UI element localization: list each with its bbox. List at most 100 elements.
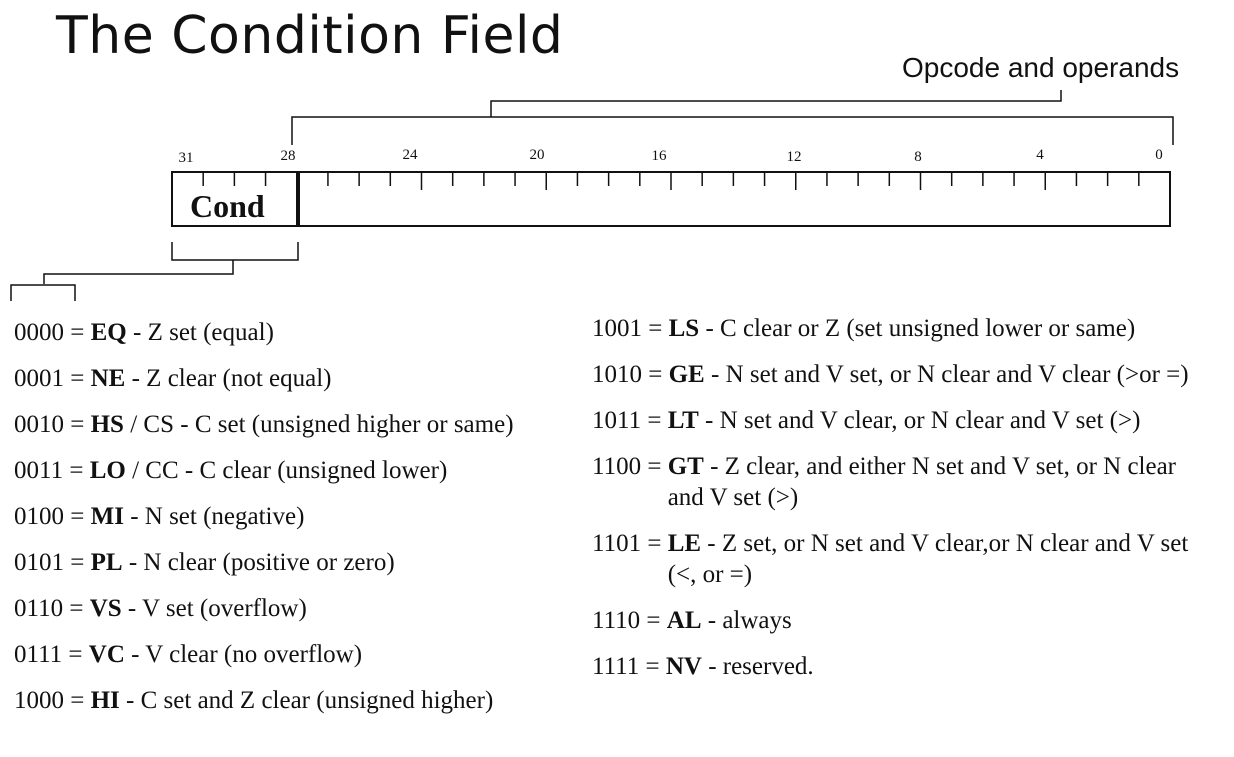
- condition-code: 0101: [14, 549, 64, 576]
- condition-meaning: C set (unsigned higher or same): [194, 411, 514, 438]
- bit-label-28: 28: [281, 148, 296, 164]
- condition-description: LO / CC - C clear (unsigned lower): [89, 457, 448, 484]
- condition-mnemonic: GT: [667, 453, 704, 480]
- equals-sign: =: [64, 503, 91, 530]
- condition-mnemonic: AL: [666, 607, 702, 634]
- condition-entry: 1100 = GT - Z clear, and either N set an…: [592, 451, 1232, 513]
- cond-bracket: [10, 242, 299, 301]
- page-title: The Condition Field: [56, 6, 564, 66]
- equals-sign: =: [63, 457, 90, 484]
- condition-meaning: always: [722, 607, 792, 634]
- equals-sign: =: [64, 549, 91, 576]
- condition-code: 0010: [14, 411, 64, 438]
- condition-entry: 1000 = HI - C set and Z clear (unsigned …: [14, 685, 584, 716]
- condition-code: 1110: [592, 607, 641, 634]
- condition-description: LT - N set and V clear, or N clear and V…: [667, 407, 1141, 434]
- condition-entry: 0010 = HS / CS - C set (unsigned higher …: [14, 409, 584, 440]
- opcode-operands-label: Opcode and operands: [902, 52, 1180, 83]
- condition-entry: 0000 = EQ - Z set (equal): [14, 317, 584, 348]
- condition-meaning: N set (negative): [144, 503, 305, 530]
- bit-ticks: [202, 172, 1140, 190]
- condition-description: VS - V set (overflow): [89, 595, 307, 622]
- equals-sign: =: [64, 319, 91, 346]
- condition-code: 1000: [14, 687, 64, 714]
- condition-code: 0111: [14, 641, 63, 668]
- condition-code: 0100: [14, 503, 64, 530]
- equals-sign: =: [640, 607, 667, 634]
- condition-description: LE - Z set, or N set and V clear,or N cl…: [667, 530, 1189, 588]
- bit-label-16: 16: [652, 148, 668, 164]
- equals-sign: =: [64, 687, 91, 714]
- condition-mnemonic: VS: [89, 595, 122, 622]
- condition-description: AL - always: [666, 607, 792, 634]
- condition-list-left: 0000 = EQ - Z set (equal) 0001 = NE - Z c…: [14, 317, 584, 731]
- condition-description: VC - V clear (no overflow): [88, 641, 363, 668]
- condition-meaning: Z clear, and either N set and V set, or …: [667, 453, 1177, 511]
- condition-meaning: reserved.: [722, 653, 814, 680]
- condition-description: GT - Z clear, and either N set and V set…: [667, 453, 1177, 511]
- condition-description: NE - Z clear (not equal): [90, 365, 332, 392]
- condition-code: 0000: [14, 319, 64, 346]
- condition-description: EQ - Z set (equal): [90, 319, 274, 346]
- condition-meaning: C clear (unsigned lower): [199, 457, 448, 484]
- condition-code: 1101: [592, 530, 642, 557]
- bit-label-20: 20: [530, 147, 545, 163]
- condition-code: 0110: [14, 595, 64, 622]
- bit-label-31: 31: [179, 150, 194, 166]
- condition-description: HS / CS - C set (unsigned higher or same…: [90, 411, 514, 438]
- equals-sign: =: [62, 641, 89, 668]
- equals-sign: =: [64, 365, 91, 392]
- condition-entry: 1011 = LT - N set and V clear, or N clea…: [592, 405, 1232, 436]
- bit-label-4: 4: [1036, 147, 1044, 163]
- condition-mnemonic: NE: [90, 365, 126, 392]
- equals-sign: =: [642, 361, 669, 388]
- condition-code: 1100: [592, 453, 642, 480]
- condition-meaning: Z set (equal): [147, 319, 274, 346]
- condition-mnemonic: LS: [668, 315, 700, 342]
- instruction-format-diagram: 31 28 24 20 16 12 8 4 0 Cond: [10, 90, 1174, 301]
- condition-description: MI - N set (negative): [90, 503, 305, 530]
- equals-sign: =: [63, 595, 90, 622]
- condition-entry: 0110 = VS - V set (overflow): [14, 593, 584, 624]
- condition-code: 1011: [592, 407, 642, 434]
- condition-entry: 1001 = LS - C clear or Z (set unsigned l…: [592, 313, 1232, 344]
- cond-field-label: Cond: [190, 188, 265, 224]
- bit-label-12: 12: [787, 149, 802, 165]
- condition-entry: 0001 = NE - Z clear (not equal): [14, 363, 584, 394]
- condition-code: 0011: [14, 457, 64, 484]
- condition-entry: 1101 = LE - Z set, or N set and V clear,…: [592, 528, 1232, 590]
- condition-code: 1001: [592, 315, 642, 342]
- equals-sign: =: [641, 407, 668, 434]
- condition-mnemonic: NV: [665, 653, 702, 680]
- opcode-bracket: [291, 90, 1174, 145]
- condition-entry: 1111 = NV - reserved.: [592, 651, 1232, 682]
- condition-entry: 1110 = AL - always: [592, 605, 1232, 636]
- condition-mnemonic: GE: [668, 361, 705, 388]
- equals-sign: =: [641, 453, 668, 480]
- condition-meaning: C set and Z clear (unsigned higher): [140, 687, 494, 714]
- condition-meaning: Z clear (not equal): [146, 365, 332, 392]
- condition-entry: 0100 = MI - N set (negative): [14, 501, 584, 532]
- condition-description: NV - reserved.: [665, 653, 814, 680]
- condition-description: HI - C set and Z clear (unsigned higher): [90, 687, 494, 714]
- condition-mnemonic: MI: [90, 503, 124, 530]
- bit-labels: 31 28 24 20 16 12 8 4 0: [179, 147, 1163, 166]
- condition-entry: 0011 = LO / CC - C clear (unsigned lower…: [14, 455, 584, 486]
- condition-mnemonic: VC: [88, 641, 125, 668]
- condition-entry: 1010 = GE - N set and V set, or N clear …: [592, 359, 1232, 390]
- equals-sign: =: [641, 530, 668, 557]
- bit-label-0: 0: [1155, 147, 1163, 163]
- condition-meaning: Z set, or N set and V clear,or N clear a…: [667, 530, 1189, 588]
- condition-meaning: N clear (positive or zero): [143, 549, 395, 576]
- condition-code: 0001: [14, 365, 64, 392]
- equals-sign: =: [642, 315, 669, 342]
- condition-alt-mnemonic: CS: [143, 411, 175, 438]
- bit-label-24: 24: [403, 147, 419, 163]
- condition-description: LS - C clear or Z (set unsigned lower or…: [668, 315, 1136, 342]
- condition-entry: 0101 = PL - N clear (positive or zero): [14, 547, 584, 578]
- condition-code: 1111: [592, 653, 640, 680]
- condition-mnemonic: LO: [89, 457, 126, 484]
- condition-meaning: V set (overflow): [142, 595, 307, 622]
- condition-mnemonic: LT: [667, 407, 699, 434]
- condition-mnemonic: PL: [90, 549, 123, 576]
